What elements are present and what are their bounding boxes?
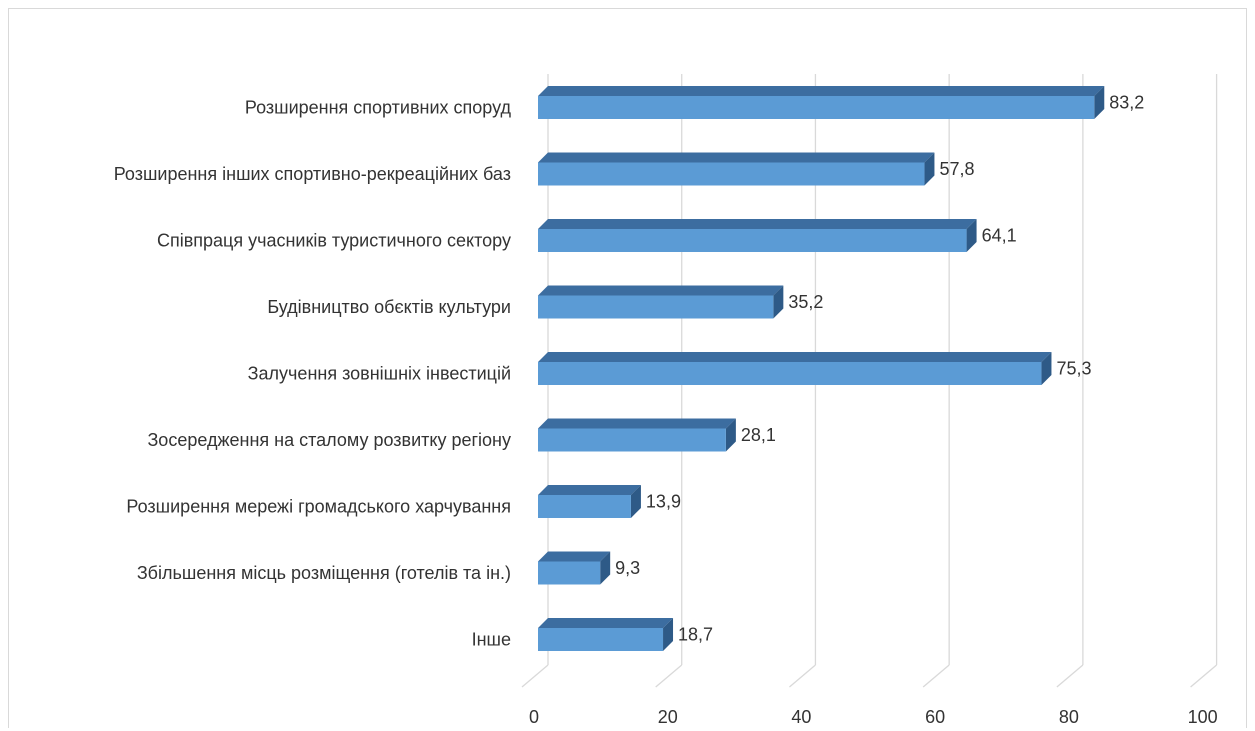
category-label: Розширення спортивних споруд	[245, 98, 512, 118]
bar	[538, 561, 601, 585]
data-label: 18,7	[678, 625, 713, 645]
bar-side	[725, 418, 736, 452]
bar-top	[538, 485, 641, 495]
bar	[538, 362, 1042, 385]
bar	[538, 428, 726, 452]
bar	[538, 96, 1095, 119]
bar-top	[538, 219, 977, 229]
x-tick-label: 40	[791, 707, 811, 727]
bar-top	[538, 152, 935, 163]
bar-top	[538, 86, 1105, 96]
bar-top	[538, 551, 611, 562]
bar-top	[538, 618, 674, 628]
x-tick-label: 60	[925, 707, 945, 727]
bar-top	[538, 418, 736, 429]
x-tick-label: 100	[1188, 707, 1218, 727]
bar-side	[1094, 86, 1105, 119]
data-label: 83,2	[1109, 93, 1144, 113]
x-tick-label: 0	[529, 707, 539, 727]
category-label: Розширення мережі громадського харчуванн…	[126, 497, 511, 517]
category-label: Розширення інших спортивно-рекреаційних …	[114, 164, 511, 184]
category-label: Співпраця учасників туристичного сектору	[157, 231, 511, 251]
floor-line	[655, 664, 683, 688]
data-label: 28,1	[741, 425, 776, 445]
category-label: Будівництво обєктів культури	[267, 297, 511, 317]
bar-side	[924, 152, 935, 186]
category-label: Інше	[472, 630, 511, 650]
floor-line	[922, 664, 950, 688]
bar-side	[1041, 352, 1052, 385]
bar-top	[538, 352, 1052, 362]
bar-side	[773, 285, 784, 319]
bar	[538, 162, 925, 186]
x-tick-label: 80	[1059, 707, 1079, 727]
bar-top	[538, 285, 784, 296]
category-label: Залучення зовнішніх інвестицій	[248, 364, 511, 384]
bar	[538, 495, 631, 518]
floor-line	[1056, 664, 1084, 688]
data-label: 13,9	[646, 492, 681, 512]
bar	[538, 295, 774, 319]
bar-side	[630, 485, 641, 518]
category-label: Зосередження на сталому розвитку регіону	[147, 430, 511, 450]
bar	[538, 229, 967, 252]
data-label: 64,1	[982, 226, 1017, 246]
floor-line	[521, 664, 549, 688]
data-label: 35,2	[788, 292, 823, 312]
floor-line	[1190, 664, 1218, 688]
data-label: 9,3	[615, 558, 640, 578]
data-label: 75,3	[1056, 359, 1091, 379]
bar-side	[600, 551, 611, 585]
floor-line	[789, 664, 816, 688]
data-label: 57,8	[939, 159, 974, 179]
category-label: Збільшення місць розміщення (готелів та …	[137, 563, 511, 583]
x-tick-label: 20	[658, 707, 678, 727]
bar-side	[966, 219, 977, 252]
bar	[538, 628, 664, 651]
bar-side	[663, 618, 674, 651]
